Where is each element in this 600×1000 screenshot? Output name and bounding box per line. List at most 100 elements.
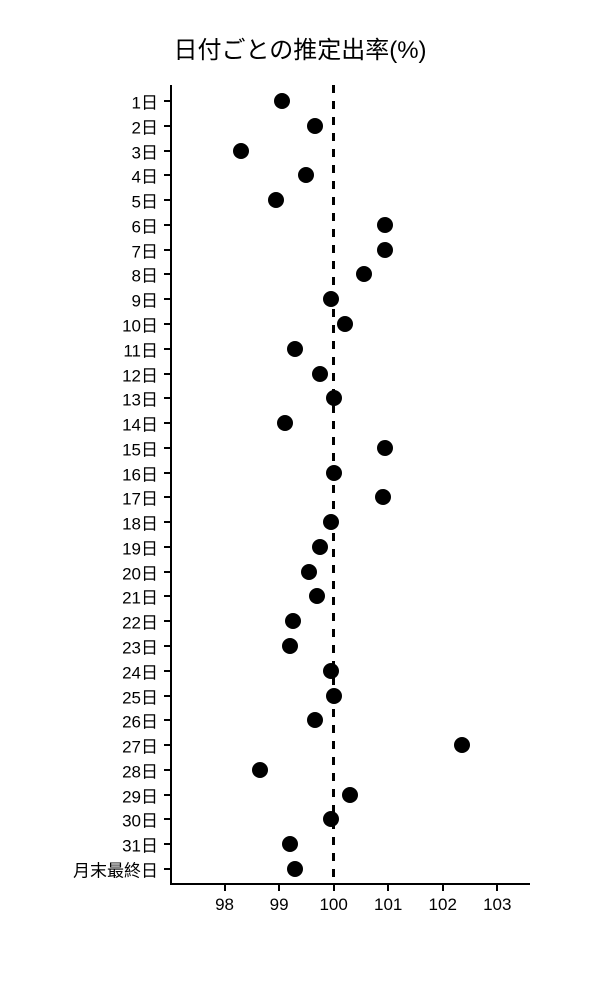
y-tick [164,843,170,845]
y-tick [164,818,170,820]
y-axis-label: 25日 [122,683,158,708]
data-point [337,316,353,332]
y-tick [164,422,170,424]
y-tick [164,695,170,697]
y-tick [164,744,170,746]
y-axis-label: 8日 [132,262,158,287]
y-tick [164,546,170,548]
x-axis-label: 98 [215,895,234,915]
data-point [377,242,393,258]
x-tick [442,885,444,891]
data-point [454,737,470,753]
y-axis-label: 15日 [122,435,158,460]
data-point [285,613,301,629]
y-tick [164,397,170,399]
y-tick [164,670,170,672]
y-axis-label: 20日 [122,559,158,584]
data-point [277,415,293,431]
data-point [274,93,290,109]
data-point [268,192,284,208]
data-point [375,489,391,505]
data-point [287,341,303,357]
x-axis-label: 101 [374,895,402,915]
y-axis-label: 11日 [123,336,158,361]
y-axis-label: 27日 [122,733,158,758]
page: 日付ごとの推定出率(%) 1日2日3日4日5日6日7日8日9日10日11日12日… [0,0,600,1000]
x-tick [333,885,335,891]
data-point [326,390,342,406]
data-point [233,143,249,159]
x-axis-label: 103 [483,895,511,915]
y-tick [164,224,170,226]
data-point [252,762,268,778]
y-axis-label: 6日 [132,212,158,237]
y-tick [164,174,170,176]
y-axis-label: 4日 [132,163,158,188]
data-point [377,217,393,233]
y-axis-label: 14日 [122,411,158,436]
y-axis-label: 29日 [122,782,158,807]
data-point [356,266,372,282]
y-axis-label: 16日 [122,460,158,485]
y-axis-label: 13日 [122,386,158,411]
y-axis-label: 9日 [132,287,158,312]
y-axis-label: 5日 [132,188,158,213]
y-tick [164,373,170,375]
y-axis-label: 1日 [132,89,158,114]
data-point [307,118,323,134]
y-axis-label: 31日 [122,832,158,857]
x-axis-label: 102 [429,895,457,915]
data-point [323,663,339,679]
data-point [323,811,339,827]
y-axis-label: 28日 [122,757,158,782]
y-axis-label: 7日 [132,237,158,262]
y-axis-label: 26日 [122,708,158,733]
y-tick [164,298,170,300]
y-tick [164,273,170,275]
y-tick [164,521,170,523]
y-tick [164,595,170,597]
y-tick [164,719,170,721]
y-axis-label: 19日 [122,534,158,559]
y-axis-label: 24日 [122,658,158,683]
x-axis-label: 100 [319,895,347,915]
y-axis-label: 10日 [122,311,158,336]
data-point [282,836,298,852]
y-axis-label: 月末最終日 [73,857,158,882]
y-tick [164,125,170,127]
y-axis-label: 18日 [122,510,158,535]
reference-line [332,85,335,885]
plot-area: 1日2日3日4日5日6日7日8日9日10日11日12日13日14日15日16日1… [170,85,530,885]
y-axis-label: 17日 [122,485,158,510]
y-tick [164,447,170,449]
y-tick [164,794,170,796]
x-tick [224,885,226,891]
chart-title: 日付ごとの推定出率(%) [0,30,600,65]
data-point [326,465,342,481]
data-point [342,787,358,803]
x-tick [496,885,498,891]
data-point [323,514,339,530]
y-tick [164,620,170,622]
y-axis-label: 23日 [122,634,158,659]
y-tick [164,472,170,474]
x-tick [387,885,389,891]
data-point [312,366,328,382]
y-tick [164,645,170,647]
y-axis-label: 3日 [132,138,158,163]
data-point [301,564,317,580]
y-tick [164,348,170,350]
y-tick [164,868,170,870]
y-tick [164,249,170,251]
y-axis-label: 12日 [122,361,158,386]
y-tick [164,571,170,573]
y-tick [164,496,170,498]
x-axis-label: 99 [270,895,289,915]
y-axis-label: 22日 [122,609,158,634]
y-tick [164,100,170,102]
y-axis-label: 21日 [122,584,158,609]
x-tick [278,885,280,891]
data-point [326,688,342,704]
y-axis-label: 30日 [122,807,158,832]
y-tick [164,769,170,771]
